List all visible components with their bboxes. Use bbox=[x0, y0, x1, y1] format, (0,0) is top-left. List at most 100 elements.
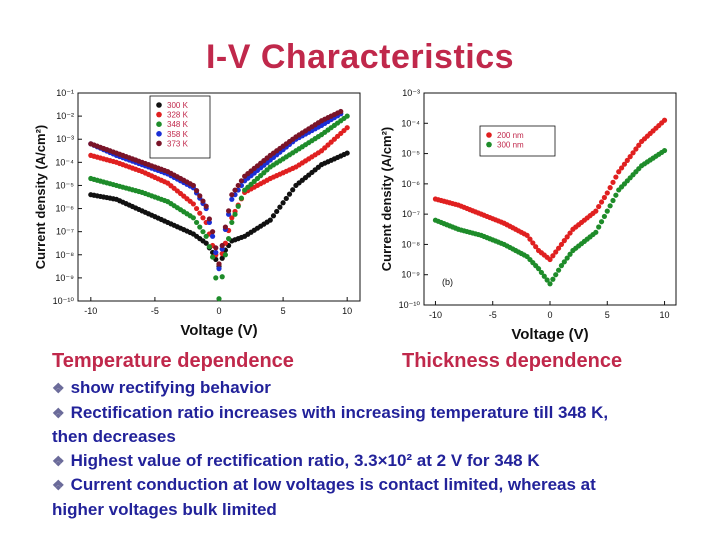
data-point bbox=[219, 255, 225, 261]
data-point bbox=[344, 113, 350, 119]
data-point bbox=[222, 252, 229, 258]
legend-marker bbox=[156, 102, 162, 108]
data-point bbox=[190, 215, 196, 221]
data-point bbox=[190, 182, 196, 189]
data-point bbox=[610, 197, 616, 204]
data-point bbox=[200, 215, 206, 221]
data-point bbox=[200, 198, 206, 204]
data-point bbox=[219, 242, 225, 249]
legend-marker bbox=[486, 141, 492, 148]
data-point bbox=[627, 154, 633, 160]
data-point bbox=[544, 277, 550, 283]
legend-marker bbox=[156, 131, 162, 137]
data-point bbox=[555, 245, 562, 251]
legend-box bbox=[479, 125, 556, 157]
data-point bbox=[601, 213, 608, 220]
data-point bbox=[553, 272, 559, 278]
data-point bbox=[229, 192, 235, 198]
legend-label: 348 K bbox=[167, 120, 189, 129]
data-point bbox=[547, 281, 553, 287]
y-tick-label: 10⁻³ bbox=[402, 88, 420, 98]
y-tick-label: 10⁻⁵ bbox=[56, 180, 75, 190]
data-point bbox=[624, 157, 630, 163]
legend-label: 200 nm bbox=[497, 131, 524, 140]
y-tick-label: 10⁻¹⁰ bbox=[53, 296, 75, 306]
data-point bbox=[226, 208, 232, 214]
x-tick-label: -10 bbox=[84, 306, 97, 316]
data-point bbox=[596, 203, 602, 210]
bullet-text: Rectification ratio increases with incre… bbox=[70, 402, 609, 422]
bullet-continuation: then decreases bbox=[52, 427, 176, 446]
data-point bbox=[604, 208, 610, 214]
data-point bbox=[238, 178, 245, 184]
y-tick-label: 10⁻⁶ bbox=[402, 179, 421, 189]
data-point bbox=[607, 185, 613, 191]
x-tick-label: -5 bbox=[151, 306, 159, 316]
legend-label: 358 K bbox=[167, 130, 189, 139]
data-point bbox=[558, 241, 565, 248]
data-point bbox=[213, 245, 219, 251]
data-point bbox=[209, 254, 216, 260]
legend-marker bbox=[156, 121, 162, 127]
data-point bbox=[209, 229, 216, 235]
y-axis-label: Current density (A/cm²) bbox=[33, 125, 48, 269]
data-point bbox=[630, 150, 636, 156]
data-point bbox=[564, 234, 570, 240]
data-point bbox=[209, 233, 216, 239]
data-point bbox=[280, 200, 286, 206]
data-point bbox=[601, 194, 608, 201]
data-point bbox=[232, 211, 238, 217]
data-point bbox=[533, 244, 539, 250]
data-point bbox=[219, 274, 225, 280]
bullet-text: Current conduction at low voltages is co… bbox=[70, 475, 596, 494]
legend-label: 300 K bbox=[167, 101, 189, 110]
data-point bbox=[567, 230, 573, 236]
data-point bbox=[338, 108, 344, 115]
data-point bbox=[596, 224, 602, 230]
chart-thickness: -10 -5 0 5 10 10⁻³ 10⁻⁴ 10⁻⁵ 10⁻⁶ 10⁻⁷ 10⁻⁸ 10⁻⁹ 10⁻… bbox=[379, 88, 677, 343]
data-point bbox=[564, 255, 570, 261]
data-point bbox=[235, 203, 241, 209]
legend-label: 300 nm bbox=[497, 141, 524, 150]
y-tick-label: 10⁻⁴ bbox=[55, 157, 74, 167]
page-title: I-V Characteristics bbox=[205, 38, 515, 76]
data-point bbox=[197, 193, 203, 199]
bullet-text: show rectifying behavior bbox=[70, 378, 271, 397]
data-point bbox=[621, 161, 628, 167]
y-tick-label: 10⁻¹ bbox=[56, 88, 74, 98]
y-tick-label: 10⁻⁹ bbox=[401, 270, 420, 280]
data-point bbox=[524, 232, 530, 238]
bullet-text: Highest value of rectification ratio, 3.… bbox=[70, 450, 540, 470]
data-point bbox=[547, 256, 553, 263]
data-point bbox=[633, 146, 639, 152]
y-axis-label: Current density (A/cm²) bbox=[379, 127, 394, 271]
data-point bbox=[561, 259, 567, 265]
x-tick-label: 10 bbox=[342, 306, 352, 316]
x-tick-label: 5 bbox=[281, 306, 286, 316]
section-heading-thickness: Thickness dependence bbox=[402, 350, 623, 372]
data-point bbox=[200, 229, 206, 235]
x-tick-label: -5 bbox=[489, 310, 497, 320]
data-point bbox=[541, 273, 547, 279]
y-tick-label: 10⁻² bbox=[56, 111, 74, 121]
y-tick-label: 10⁻⁶ bbox=[56, 204, 75, 214]
y-tick-label: 10⁻⁷ bbox=[402, 209, 420, 219]
data-point bbox=[203, 240, 209, 246]
legend-label: 328 K bbox=[167, 111, 189, 120]
data-point bbox=[216, 296, 222, 302]
bullet-item: ❖ Rectification ratio increases with incr… bbox=[52, 401, 692, 426]
data-point bbox=[636, 142, 642, 148]
data-point bbox=[229, 215, 235, 221]
data-point bbox=[290, 187, 296, 193]
data-point bbox=[274, 208, 280, 215]
data-point bbox=[203, 203, 209, 209]
data-point bbox=[604, 190, 610, 196]
chart-temperature: -10 -5 0 5 10 10⁻¹ 10⁻² 10⁻³ 10⁻⁴ 10⁻⁵ 10⁻⁶ 10⁻⁷ 10⁻… bbox=[33, 88, 361, 339]
data-point bbox=[535, 266, 542, 272]
data-point bbox=[538, 269, 545, 276]
data-point bbox=[193, 205, 200, 212]
data-point bbox=[229, 219, 235, 226]
data-point bbox=[232, 187, 238, 193]
y-tick-label: 10⁻⁴ bbox=[401, 118, 420, 128]
data-point bbox=[613, 174, 619, 180]
